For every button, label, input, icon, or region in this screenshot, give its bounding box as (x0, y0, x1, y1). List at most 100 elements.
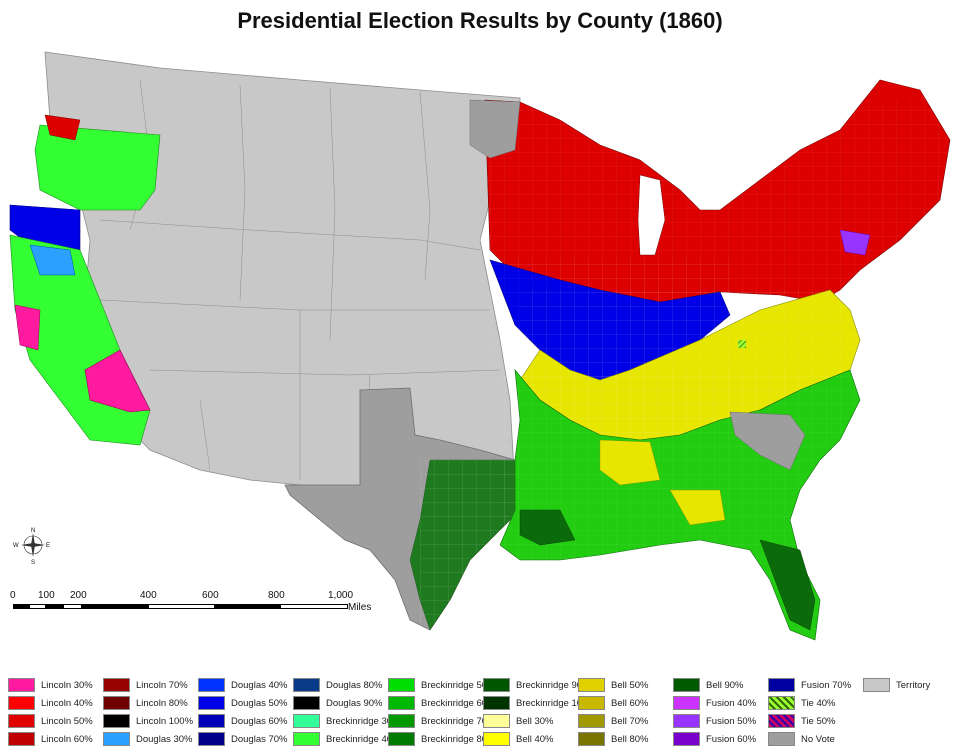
compass-w: W (13, 543, 19, 549)
legend-swatch (673, 696, 700, 710)
legend-swatch (293, 714, 320, 728)
legend-swatch (293, 678, 320, 692)
california-pink-coast (14, 304, 41, 351)
legend-label: Lincoln 70% (136, 679, 188, 691)
legend-item: Douglas 40% (198, 676, 293, 694)
legend-label: Bell 70% (611, 715, 649, 727)
legend-swatch (388, 696, 415, 710)
scale-segment (280, 604, 348, 609)
legend-item: Breckinridge 30% (293, 712, 400, 730)
legend-label: Bell 60% (611, 697, 649, 709)
tie-patch (738, 340, 746, 348)
legend-swatch (578, 678, 605, 692)
legend-item: Lincoln 40% (8, 694, 103, 712)
legend-swatch (388, 678, 415, 692)
legend-swatch (388, 732, 415, 746)
california-light-blue (29, 244, 76, 276)
legend-label: Bell 80% (611, 733, 649, 745)
legend: Lincoln 30% Lincoln 40% Lincoln 50% Lincoln… (8, 676, 958, 748)
legend-swatch (578, 714, 605, 728)
legend-item: Lincoln 100% (103, 712, 198, 730)
legend-item: Fusion 40% (673, 694, 768, 712)
legend-item: Bell 40% (483, 730, 578, 748)
legend-label: Breckinridge 40% (326, 733, 401, 745)
legend-label: Breckinridge 70% (421, 715, 496, 727)
scale-label-200: 200 (70, 590, 87, 601)
legend-label: Douglas 70% (231, 733, 288, 745)
legend-item: Lincoln 80% (103, 694, 198, 712)
legend-swatch (483, 678, 510, 692)
legend-swatch (8, 678, 35, 692)
legend-label: Tie 50% (801, 715, 836, 727)
legend-item: Breckinridge 40% (293, 730, 400, 748)
legend-swatch (198, 732, 225, 746)
minnesota-novote (469, 99, 521, 159)
lake-michigan (637, 174, 666, 256)
scale-segment (81, 604, 148, 609)
legend-label: Tie 40% (801, 697, 836, 709)
south-carolina-novote (729, 411, 806, 471)
legend-label: Douglas 50% (231, 697, 288, 709)
us-county-map: N S E W (9, 51, 951, 641)
legend-swatch (8, 696, 35, 710)
legend-swatch (8, 732, 35, 746)
legend-label: Douglas 90% (326, 697, 383, 709)
legend-item: Tie 50% (768, 712, 863, 730)
legend-label: Lincoln 40% (41, 697, 93, 709)
legend-label: Breckinridge 60% (421, 697, 496, 709)
fusion-patch (839, 229, 871, 256)
legend-item: Douglas 90% (293, 694, 388, 712)
legend-item: Fusion 70% (768, 676, 863, 694)
legend-label: Breckinridge 90% (516, 679, 591, 691)
scale-segment (63, 604, 83, 609)
legend-label: Lincoln 100% (136, 715, 194, 727)
legend-item: Lincoln 60% (8, 730, 103, 748)
legend-label: Lincoln 30% (41, 679, 93, 691)
legend-label: Territory (896, 679, 931, 691)
legend-swatch (198, 696, 225, 710)
scale-bar: 0 100 200 400 600 800 1,000 Miles (10, 590, 380, 620)
scale-unit: Miles (348, 602, 372, 613)
legend-label: Bell 40% (516, 733, 554, 745)
legend-item: Breckinridge 100% (483, 694, 596, 712)
legend-item: Tie 40% (768, 694, 863, 712)
scale-segment (13, 604, 29, 609)
legend-item: Breckinridge 50% (388, 676, 495, 694)
legend-swatch (673, 678, 700, 692)
legend-label: Douglas 60% (231, 715, 288, 727)
legend-item: Lincoln 50% (8, 712, 103, 730)
legend-item: Douglas 80% (293, 676, 388, 694)
legend-item: Breckinridge 90% (483, 676, 590, 694)
legend-item: Territory (863, 676, 958, 694)
bell-patch-south (599, 439, 661, 486)
legend-swatch (863, 678, 890, 692)
scale-segment (148, 604, 216, 609)
legend-label: Lincoln 80% (136, 697, 188, 709)
breckinridge-dark-patch (759, 539, 816, 631)
legend-swatch (103, 678, 130, 692)
legend-item: Bell 30% (483, 712, 578, 730)
legend-swatch (293, 732, 320, 746)
scale-label-600: 600 (202, 590, 219, 601)
california-red (44, 114, 81, 141)
legend-swatch (768, 714, 795, 728)
legend-label: Fusion 40% (706, 697, 757, 709)
legend-item: Douglas 30% (103, 730, 198, 748)
legend-item: Breckinridge 70% (388, 712, 495, 730)
legend-label: Bell 50% (611, 679, 649, 691)
legend-swatch (103, 696, 130, 710)
legend-label: Douglas 80% (326, 679, 383, 691)
legend-item: No Vote (768, 730, 863, 748)
legend-label: Bell 30% (516, 715, 554, 727)
bell-patch-georgia (669, 489, 726, 526)
compass-rose: N S E W (13, 528, 50, 566)
legend-label: Lincoln 60% (41, 733, 93, 745)
legend-item: Lincoln 30% (8, 676, 103, 694)
legend-label: Breckinridge 30% (326, 715, 401, 727)
legend-swatch (483, 714, 510, 728)
legend-label: Douglas 40% (231, 679, 288, 691)
legend-swatch (198, 678, 225, 692)
legend-label: No Vote (801, 733, 835, 745)
legend-item: Lincoln 70% (103, 676, 198, 694)
legend-item: Bell 70% (578, 712, 673, 730)
